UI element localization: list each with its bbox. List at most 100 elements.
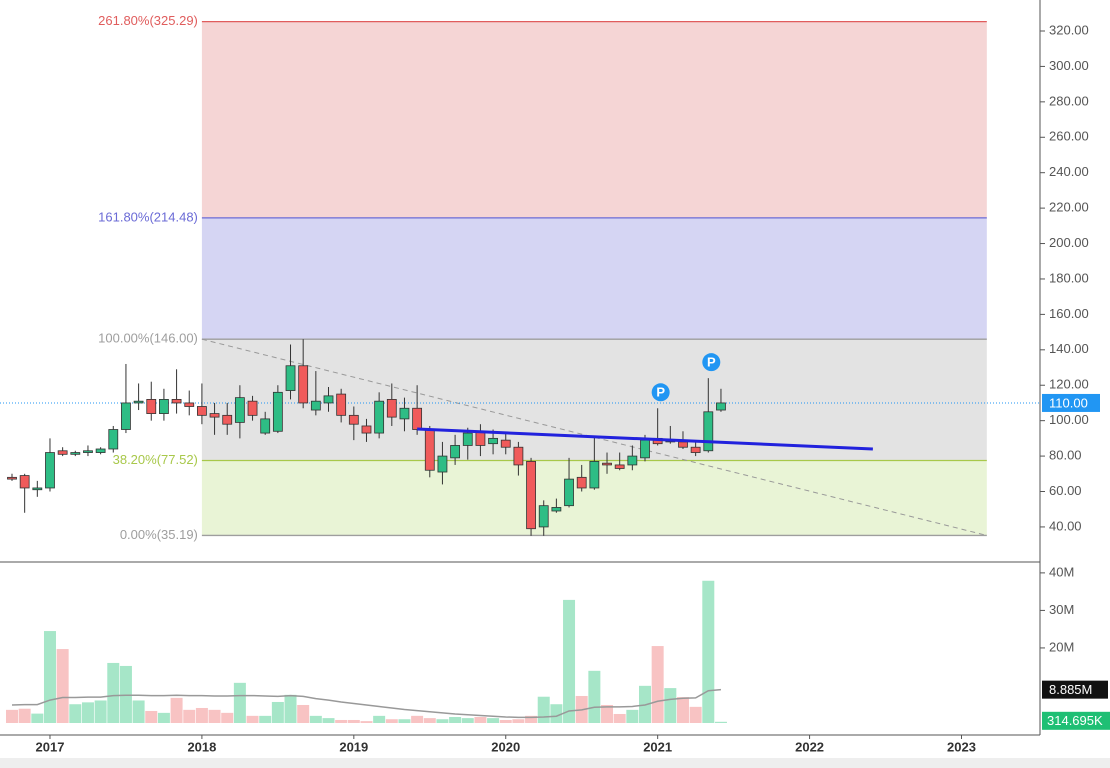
candle-body xyxy=(234,397,245,423)
volume-bar xyxy=(107,662,120,723)
volume-bar xyxy=(56,649,69,723)
candle-body xyxy=(538,505,549,528)
volume-bar xyxy=(702,580,715,723)
x-tick-label: 2023 xyxy=(947,739,976,754)
y-tick-label: 80.00 xyxy=(1049,448,1082,463)
volume-bar xyxy=(512,719,525,723)
volume-bar xyxy=(411,715,424,723)
candle-body xyxy=(450,445,461,459)
candle-body xyxy=(209,413,220,418)
volume-bar xyxy=(31,713,44,723)
volume-bar xyxy=(588,670,601,723)
marker-label: P xyxy=(656,385,665,400)
volume-bar xyxy=(183,709,196,723)
volume-bar xyxy=(525,715,538,723)
candle-body xyxy=(627,455,638,466)
y-tick-label: 300.00 xyxy=(1049,58,1089,73)
candle-body xyxy=(32,487,43,491)
volume-bar xyxy=(676,697,689,723)
candle-body xyxy=(551,507,562,512)
volume-bar xyxy=(6,709,18,723)
fib-label: 100.00%(146.00) xyxy=(98,331,198,346)
fib-zone xyxy=(201,21,987,218)
volume-bar xyxy=(436,719,449,723)
candle-body xyxy=(171,399,182,404)
fib-zone xyxy=(201,217,987,340)
candle-body xyxy=(159,399,169,414)
candle-body xyxy=(121,402,131,430)
candle-body xyxy=(196,406,207,416)
y-tick-label: 100.00 xyxy=(1049,412,1089,427)
volume-tick-label: 40M xyxy=(1049,564,1074,579)
candle-body xyxy=(475,430,486,446)
volume-bar xyxy=(347,719,360,723)
volume-tick-label: 30M xyxy=(1049,602,1074,617)
y-tick-label: 280.00 xyxy=(1049,93,1089,108)
candle-body xyxy=(7,476,17,480)
candle-body xyxy=(374,400,385,434)
candle-body xyxy=(500,439,511,448)
candle-body xyxy=(602,462,612,466)
volume-bar xyxy=(309,715,322,723)
status-bar xyxy=(0,758,1110,768)
volume-bar xyxy=(651,646,664,723)
volume-bar xyxy=(449,716,462,723)
volume-bar xyxy=(233,682,246,723)
volume-box xyxy=(1042,711,1110,730)
volume-bar xyxy=(360,721,373,723)
candle-body xyxy=(564,478,574,507)
candle-body xyxy=(70,452,81,455)
volume-bar xyxy=(81,702,94,723)
volume-bar xyxy=(322,718,335,723)
candle-body xyxy=(95,448,106,453)
x-tick-label: 2020 xyxy=(491,739,520,754)
fib-label: 0.00%(35.19) xyxy=(120,527,198,542)
candle-body xyxy=(526,460,536,530)
y-tick-label: 260.00 xyxy=(1049,129,1089,144)
price-box-label: 110.00 xyxy=(1049,395,1088,410)
y-tick-label: 60.00 xyxy=(1049,483,1082,498)
volume-bar xyxy=(373,715,386,723)
volume-bar xyxy=(398,719,411,723)
volume-bar xyxy=(221,712,234,723)
y-tick-label: 220.00 xyxy=(1049,200,1089,215)
y-tick-label: 40.00 xyxy=(1049,518,1082,533)
volume-bar xyxy=(119,665,132,723)
candle-body xyxy=(146,399,157,414)
volume-bar xyxy=(626,709,639,723)
y-tick-label: 180.00 xyxy=(1049,270,1089,285)
candle-body xyxy=(412,407,423,430)
marker xyxy=(702,353,721,372)
volume-bar xyxy=(145,710,158,723)
candle-body xyxy=(184,402,195,407)
volume-bar xyxy=(613,713,626,723)
volume-bar xyxy=(170,697,183,723)
volume-bar xyxy=(335,719,348,723)
candle-body xyxy=(437,455,448,473)
volume-ma xyxy=(11,688,722,719)
y-tick-label: 120.00 xyxy=(1049,377,1089,392)
volume-bar xyxy=(664,688,677,723)
volume-bar xyxy=(94,700,107,723)
volume-bar xyxy=(43,631,56,723)
volume-bar xyxy=(563,599,576,723)
x-tick-label: 2018 xyxy=(187,739,216,754)
candle-body xyxy=(614,464,625,469)
candle-body xyxy=(222,414,233,425)
x-tick-label: 2019 xyxy=(339,739,368,754)
volume-bar xyxy=(385,719,398,723)
volume-bar xyxy=(601,704,614,723)
candle-body xyxy=(576,476,587,489)
volume-bar xyxy=(246,715,259,723)
candle-body xyxy=(462,432,473,446)
candle-body xyxy=(488,437,498,445)
x-tick-label: 2017 xyxy=(36,739,65,754)
candle-body xyxy=(399,407,410,420)
volume-bar xyxy=(487,718,500,723)
candle-body xyxy=(348,414,359,425)
candle-body xyxy=(690,446,701,453)
volume-tick-label: 20M xyxy=(1049,639,1074,654)
candle-body xyxy=(513,446,524,466)
volume-bar xyxy=(132,700,145,723)
y-tick-label: 140.00 xyxy=(1049,341,1089,356)
